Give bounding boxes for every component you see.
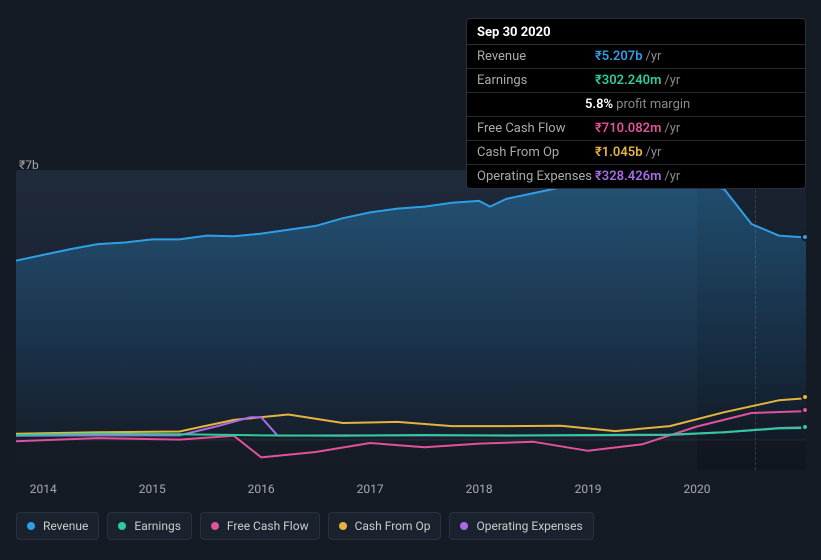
tooltip-row-value: ₹5.207b (595, 49, 643, 64)
legend-item-earnings[interactable]: Earnings (107, 512, 192, 540)
tooltip-row-label: Free Cash Flow (477, 121, 595, 136)
hover-tooltip: Sep 30 2020 Revenue₹5.207b/yrEarnings₹30… (466, 18, 806, 189)
fcf-end-marker (801, 406, 809, 414)
chart-area[interactable] (16, 170, 806, 470)
tooltip-row: Operating Expenses₹328.426m/yr (467, 165, 805, 188)
tooltip-row-label: Operating Expenses (477, 169, 595, 184)
tooltip-row-unit: profit margin (616, 97, 690, 112)
legend-item-label: Operating Expenses (476, 519, 582, 533)
earnings-end-marker (801, 423, 809, 431)
legend-dot-icon (118, 522, 126, 530)
tooltip-row: Revenue₹5.207b/yr (467, 45, 805, 69)
tooltip-row-unit: /yr (664, 169, 680, 184)
revenue-area (16, 176, 806, 440)
legend-dot-icon (211, 522, 219, 530)
legend-item-label: Revenue (43, 519, 88, 533)
tooltip-row-value: ₹328.426m (595, 169, 661, 184)
tooltip-row-unit: /yr (646, 145, 662, 160)
x-axis-tick: 2019 (575, 482, 602, 496)
tooltip-row-unit: /yr (646, 49, 662, 64)
tooltip-row-value: ₹302.240m (595, 73, 661, 88)
tooltip-date: Sep 30 2020 (467, 19, 805, 45)
legend: Revenue Earnings Free Cash Flow Cash From O… (16, 512, 594, 540)
tooltip-row-label: Earnings (477, 73, 595, 88)
revenue-end-marker (801, 233, 809, 241)
x-axis-tick: 2016 (248, 482, 275, 496)
hover-guideline (755, 170, 756, 470)
tooltip-row-value: ₹1.045b (595, 145, 643, 160)
tooltip-row: Cash From Op₹1.045b/yr (467, 141, 805, 165)
legend-item-fcf[interactable]: Free Cash Flow (200, 512, 320, 540)
tooltip-row-value: ₹710.082m (595, 121, 661, 136)
legend-item-label: Earnings (134, 519, 181, 533)
tooltip-row-label: Cash From Op (477, 145, 595, 160)
tooltip-row: 5.8%profit margin (467, 93, 805, 117)
x-axis-tick: 2020 (684, 482, 711, 496)
x-axis-tick: 2017 (357, 482, 384, 496)
legend-item-label: Cash From Op (355, 519, 431, 533)
x-axis-tick: 2015 (139, 482, 166, 496)
x-axis-tick: 2018 (466, 482, 493, 496)
legend-item-cash_op[interactable]: Cash From Op (328, 512, 442, 540)
tooltip-row-unit: /yr (664, 121, 680, 136)
legend-dot-icon (460, 522, 468, 530)
legend-item-label: Free Cash Flow (227, 519, 309, 533)
x-axis-tick: 2014 (30, 482, 57, 496)
tooltip-row-label: Revenue (477, 49, 595, 64)
legend-dot-icon (27, 522, 35, 530)
tooltip-row-value: 5.8% (585, 97, 613, 112)
tooltip-row-unit: /yr (664, 73, 680, 88)
legend-dot-icon (339, 522, 347, 530)
tooltip-row: Free Cash Flow₹710.082m/yr (467, 117, 805, 141)
legend-item-opex[interactable]: Operating Expenses (449, 512, 593, 540)
chart-svg (16, 170, 806, 470)
legend-item-revenue[interactable]: Revenue (16, 512, 99, 540)
cash_op-end-marker (801, 393, 809, 401)
tooltip-row: Earnings₹302.240m/yr (467, 69, 805, 93)
